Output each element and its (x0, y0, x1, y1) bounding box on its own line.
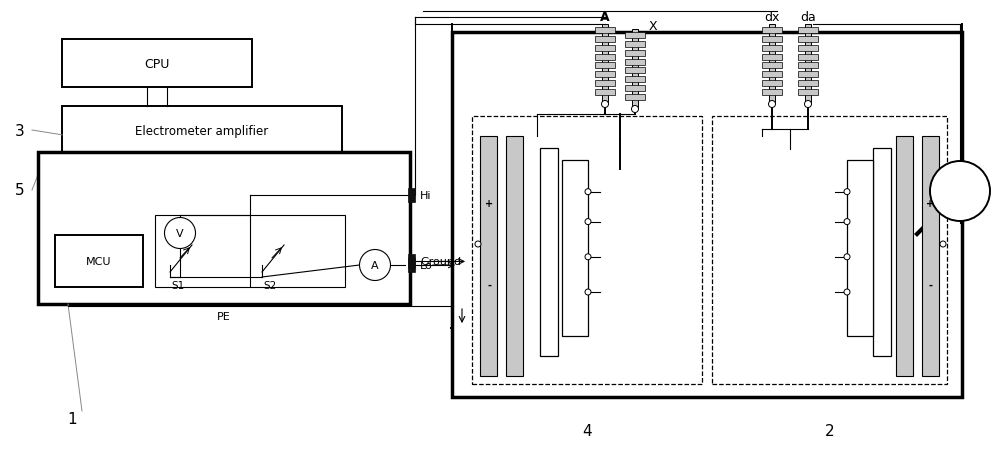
Text: 2: 2 (825, 424, 834, 438)
Text: A: A (371, 260, 379, 270)
Bar (798, 81, 818, 87)
Bar (595, 28, 615, 34)
Text: -: - (487, 280, 491, 290)
Bar (408, 258, 415, 272)
Bar (896, 137, 913, 376)
Text: Ground: Ground (420, 257, 461, 267)
Bar (55, 235, 143, 287)
Bar (762, 45, 782, 51)
Bar (762, 90, 782, 96)
Circle shape (585, 254, 591, 260)
Circle shape (585, 219, 591, 225)
Bar (452, 33, 962, 397)
Bar (62, 107, 342, 155)
Bar (798, 55, 818, 61)
Text: +: + (926, 199, 935, 209)
Circle shape (585, 289, 591, 295)
Bar (506, 137, 523, 376)
Circle shape (768, 101, 776, 108)
Bar (798, 45, 818, 51)
Bar (762, 81, 782, 87)
Bar (595, 72, 615, 78)
Bar (625, 59, 645, 66)
Bar (595, 55, 615, 61)
Bar (798, 72, 818, 78)
Bar (408, 255, 415, 269)
Bar (540, 149, 558, 356)
Circle shape (844, 219, 850, 225)
Bar (595, 63, 615, 69)
Bar (155, 216, 345, 287)
Bar (625, 95, 645, 101)
Bar (762, 55, 782, 61)
Bar (762, 72, 782, 78)
Bar (798, 28, 818, 34)
Text: 1: 1 (67, 412, 77, 426)
Bar (762, 28, 782, 34)
Bar (625, 42, 645, 48)
Circle shape (360, 250, 391, 281)
Bar (595, 90, 615, 96)
Bar (625, 33, 645, 39)
Text: S2: S2 (263, 280, 277, 291)
Circle shape (602, 101, 608, 108)
Text: 5: 5 (15, 183, 25, 198)
Bar (798, 90, 818, 96)
Text: A: A (600, 11, 610, 23)
Circle shape (844, 189, 850, 195)
Circle shape (940, 241, 946, 247)
Bar (922, 137, 939, 376)
Bar (625, 86, 645, 92)
Bar (847, 161, 873, 336)
Bar (62, 40, 252, 88)
Circle shape (632, 106, 639, 113)
Circle shape (475, 241, 481, 247)
Bar (632, 30, 638, 110)
Bar (472, 117, 702, 384)
Bar (762, 37, 782, 43)
Bar (762, 63, 782, 69)
Text: 3: 3 (15, 123, 25, 138)
Bar (625, 68, 645, 74)
Bar (38, 153, 410, 304)
Text: Lo: Lo (420, 260, 433, 270)
Text: -: - (929, 280, 933, 290)
Text: X: X (649, 19, 657, 33)
Bar (408, 188, 415, 202)
Text: 4: 4 (582, 424, 592, 438)
Bar (625, 50, 645, 56)
Text: Electrometer amplifier: Electrometer amplifier (135, 124, 269, 137)
Circle shape (844, 289, 850, 295)
Bar (595, 37, 615, 43)
Bar (595, 45, 615, 51)
Bar (602, 25, 608, 105)
Bar (798, 63, 818, 69)
Circle shape (165, 218, 196, 249)
Bar (480, 137, 497, 376)
Bar (769, 25, 775, 105)
Text: +: + (485, 199, 493, 209)
Bar (873, 149, 891, 356)
Text: V: V (176, 229, 184, 239)
Text: dx: dx (764, 11, 780, 23)
Circle shape (930, 162, 990, 222)
Bar (595, 81, 615, 87)
Text: da: da (800, 11, 816, 23)
Text: PE: PE (217, 311, 231, 321)
Text: S1: S1 (171, 280, 185, 291)
Circle shape (804, 101, 812, 108)
Bar (798, 37, 818, 43)
Text: CPU: CPU (144, 57, 170, 70)
Circle shape (844, 254, 850, 260)
Circle shape (585, 189, 591, 195)
Text: Hi: Hi (420, 190, 432, 200)
Bar (805, 25, 811, 105)
Text: MCU: MCU (86, 257, 112, 266)
Bar (562, 161, 588, 336)
Bar (712, 117, 947, 384)
Bar (625, 77, 645, 83)
